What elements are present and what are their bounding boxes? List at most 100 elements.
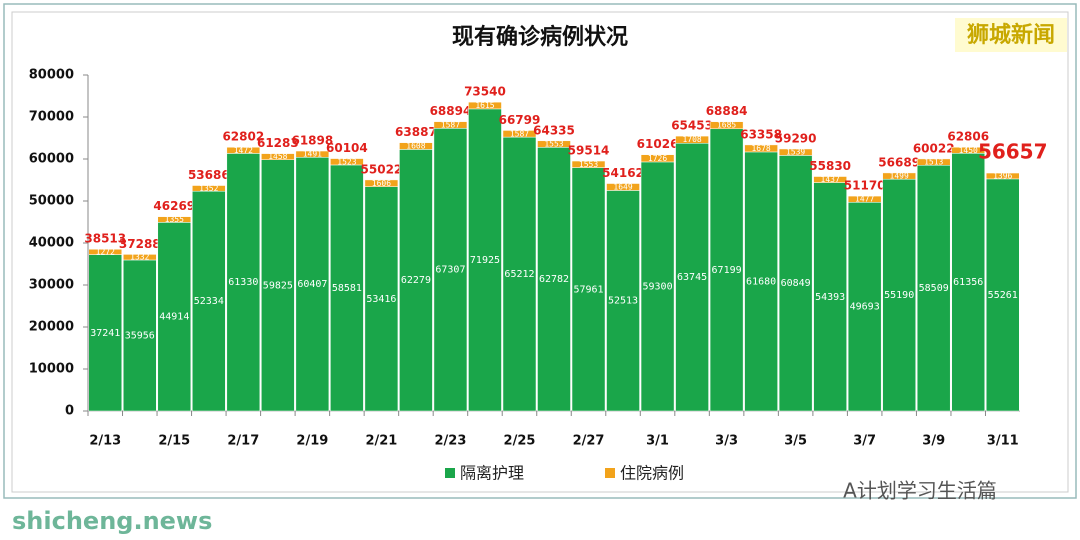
segment-label: 71925 [470, 255, 500, 266]
bar-segment [88, 254, 123, 412]
segment-label: 58581 [332, 283, 362, 294]
bar-segment [226, 146, 261, 154]
y-tick-label: 30000 [29, 278, 74, 293]
segment-label: 55190 [884, 290, 914, 301]
total-label: 73540 [464, 85, 506, 99]
segment-label: 55261 [988, 290, 1018, 301]
segment-label: 67199 [712, 265, 742, 276]
total-label: 38513 [84, 232, 126, 246]
bar-segment [640, 154, 675, 163]
segment-label: 49693 [850, 302, 880, 313]
segment-label: 1615 [475, 101, 494, 110]
bar-segment [364, 179, 399, 187]
x-tick-label: 3/5 [784, 434, 807, 449]
x-tick-label: 2/23 [434, 434, 466, 449]
brand-box [955, 18, 1067, 52]
y-tick-label: 60000 [29, 152, 74, 167]
total-label: 62802 [222, 130, 264, 144]
total-label: 56689 [878, 155, 920, 169]
total-label: 65453 [671, 119, 713, 133]
bar-segment [813, 176, 847, 183]
legend-label: 隔离护理 [460, 464, 524, 483]
x-tick-label: 3/3 [715, 434, 738, 449]
bar-segment [226, 153, 261, 412]
total-label: 64335 [533, 123, 575, 137]
segment-label: 62279 [401, 275, 431, 286]
bar-segment [951, 146, 985, 154]
total-label: 56657 [978, 140, 1048, 164]
bar-segment [123, 254, 157, 261]
bar-segment [295, 150, 330, 158]
segment-label: 67307 [435, 265, 465, 276]
total-label: 54162 [602, 166, 644, 180]
total-label: 53686 [188, 168, 230, 182]
total-label: 60104 [326, 141, 368, 155]
bar-segment [778, 148, 813, 156]
segment-label: 1477 [855, 195, 874, 204]
segment-label: 1499 [890, 172, 909, 181]
segment-label: 1458 [268, 152, 287, 161]
total-label: 51170 [844, 179, 886, 193]
segment-label: 44914 [159, 312, 189, 323]
y-tick-label: 40000 [29, 236, 74, 251]
bar-segment [364, 186, 399, 412]
bar-segment [675, 143, 709, 412]
bar-segment [882, 172, 916, 180]
x-tick-label: 2/21 [365, 434, 397, 449]
y-tick-label: 70000 [29, 110, 74, 125]
bar-segment [709, 128, 744, 412]
segment-label: 1472 [234, 146, 253, 155]
y-tick-label: 20000 [29, 320, 74, 335]
legend-swatch [445, 468, 455, 478]
x-tick-label: 3/11 [987, 434, 1019, 449]
segment-label: 1539 [786, 148, 805, 157]
x-tick-label: 2/15 [158, 434, 190, 449]
segment-label: 1396 [993, 171, 1012, 180]
segment-label: 58509 [919, 283, 949, 294]
segment-label: 1708 [682, 135, 701, 144]
x-tick-label: 2/27 [573, 434, 605, 449]
y-tick-label: 50000 [29, 194, 74, 209]
segment-label: 1352 [199, 184, 218, 193]
segment-label: 1685 [717, 121, 736, 130]
x-tick-label: 2/25 [504, 434, 536, 449]
bar-segment [261, 159, 295, 412]
bar-segment [537, 140, 571, 148]
bar-segment [847, 195, 882, 203]
bar-segment [192, 185, 226, 192]
segment-label: 1608 [406, 142, 425, 151]
x-tick-label: 2/13 [89, 434, 121, 449]
segment-label: 1523 [337, 157, 356, 166]
y-tick-label: 0 [65, 404, 74, 419]
total-label: 63887 [395, 125, 437, 139]
x-tick-label: 2/19 [296, 434, 328, 449]
bar-segment [744, 144, 778, 153]
segment-label: 59825 [263, 280, 293, 291]
segment-label: 1587 [510, 129, 529, 138]
bar-segment [502, 130, 537, 138]
bar-segment [468, 108, 502, 412]
total-label: 46269 [153, 199, 195, 213]
segment-label: 1726 [648, 154, 667, 163]
segment-label: 1272 [96, 247, 115, 256]
segment-label: 1606 [372, 179, 391, 188]
x-tick-label: 2/17 [227, 434, 259, 449]
total-label: 62806 [947, 130, 989, 144]
bar-segment [468, 101, 502, 110]
segment-label: 61356 [953, 277, 983, 288]
bar-segment [261, 153, 295, 160]
segment-label: 54393 [815, 292, 845, 303]
segment-label: 1678 [751, 144, 770, 153]
bar-segment [709, 121, 744, 130]
total-label: 59514 [568, 144, 610, 158]
segment-label: 65212 [504, 269, 534, 280]
segment-label: 1450 [959, 146, 978, 155]
segment-label: 60849 [781, 278, 811, 289]
legend-label: 住院病例 [620, 464, 684, 483]
bar-segment [985, 172, 1020, 180]
total-label: 37288 [119, 237, 161, 251]
bar-segment [916, 165, 951, 412]
bar-segment [433, 128, 468, 412]
segment-label: 57961 [573, 284, 603, 295]
